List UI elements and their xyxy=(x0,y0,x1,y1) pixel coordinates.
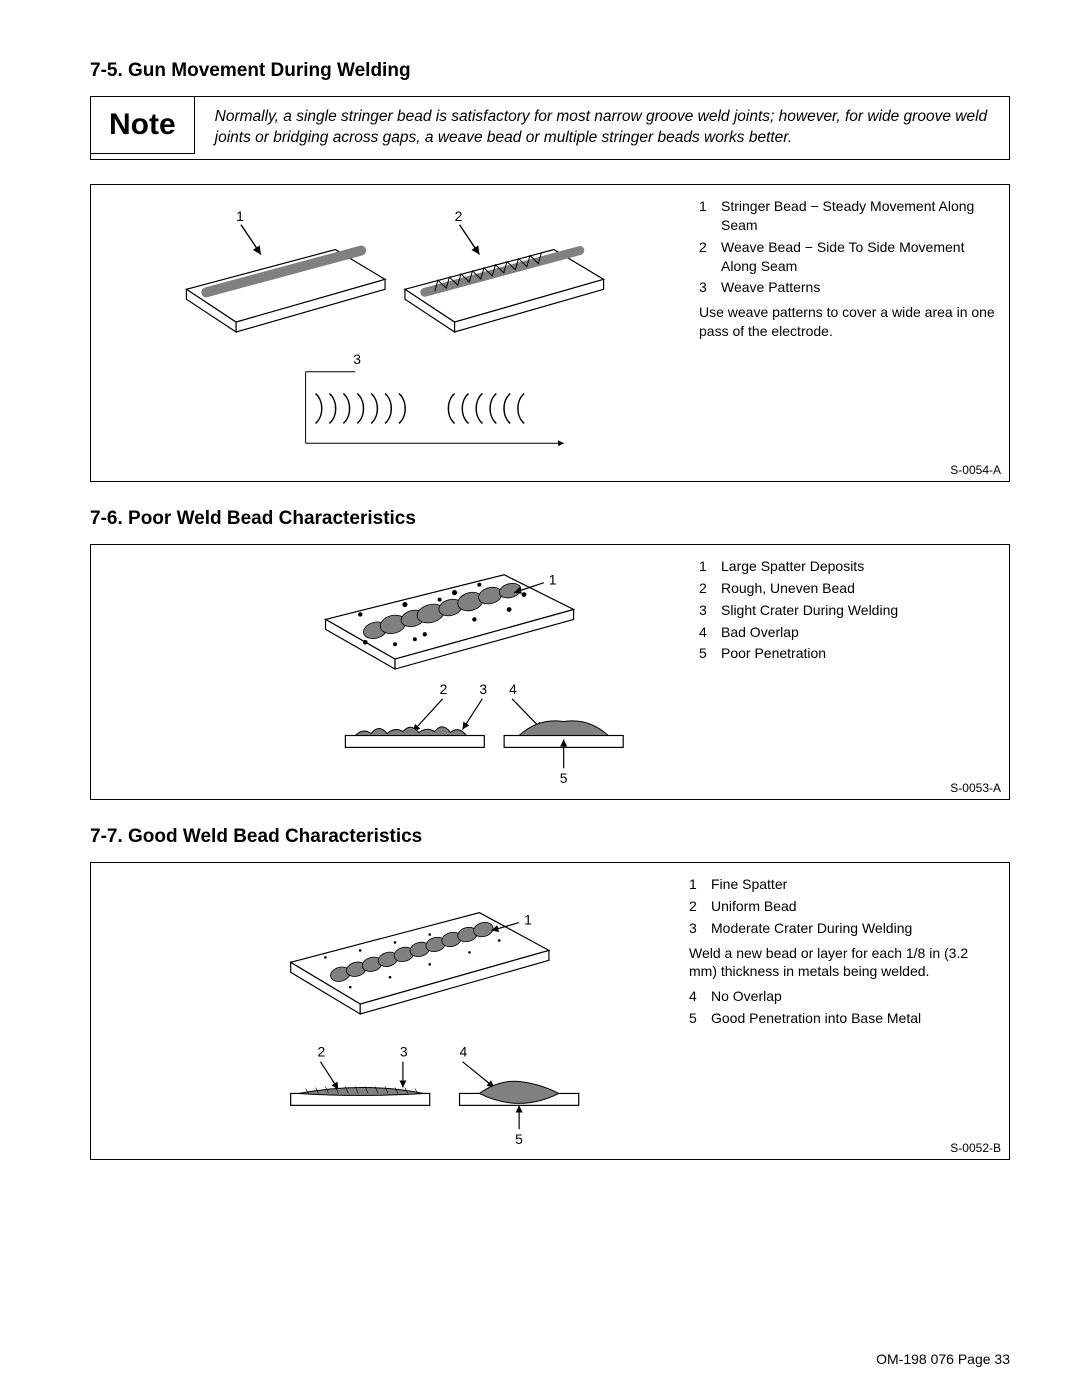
page-footer: OM-198 076 Page 33 xyxy=(876,1351,1010,1367)
figure-ref: S-0052-B xyxy=(950,1141,1001,1155)
section-7-5-title: 7-5. Gun Movement During Welding xyxy=(90,60,1010,82)
figure-ref: S-0053-A xyxy=(950,781,1001,795)
svg-text:2: 2 xyxy=(317,1044,325,1060)
svg-text:5: 5 xyxy=(560,770,568,786)
figure-7-6: 1 2 3 4 xyxy=(90,544,1010,800)
svg-text:3: 3 xyxy=(353,351,361,367)
figure-7-5-legend: 1Stringer Bead − Steady Movement Along S… xyxy=(699,185,1009,481)
svg-text:2: 2 xyxy=(455,208,463,224)
note-box: Note Normally, a single stringer bead is… xyxy=(90,96,1010,160)
section-7-7-title: 7-7. Good Weld Bead Characteristics xyxy=(90,826,1010,848)
figure-7-7: 1 2 3 4 xyxy=(90,862,1010,1160)
svg-text:2: 2 xyxy=(440,681,448,697)
svg-text:3: 3 xyxy=(400,1044,408,1060)
note-label: Note xyxy=(91,97,195,154)
svg-text:3: 3 xyxy=(479,681,487,697)
svg-text:1: 1 xyxy=(524,911,532,927)
svg-text:5: 5 xyxy=(515,1131,523,1147)
svg-text:4: 4 xyxy=(509,681,517,697)
callout-1: 1 xyxy=(549,572,557,588)
page: 7-5. Gun Movement During Welding Note No… xyxy=(0,0,1080,1397)
section-7-6-title: 7-6. Poor Weld Bead Characteristics xyxy=(90,508,1010,530)
figure-7-6-diagram: 1 2 3 4 xyxy=(91,545,699,799)
figure-ref: S-0054-A xyxy=(950,463,1001,477)
note-text: Normally, a single stringer bead is sati… xyxy=(195,97,1009,159)
figure-7-5-diagram: 1 2 3 xyxy=(91,185,699,481)
svg-text:1: 1 xyxy=(236,208,244,224)
figure-7-6-legend: 1Large Spatter Deposits 2Rough, Uneven B… xyxy=(699,545,1009,799)
figure-7-5: 1 2 3 xyxy=(90,184,1010,482)
figure-7-7-diagram: 1 2 3 4 xyxy=(91,863,689,1159)
figure-7-7-legend: 1Fine Spatter 2Uniform Bead 3Moderate Cr… xyxy=(689,863,1009,1159)
svg-text:4: 4 xyxy=(460,1044,468,1060)
